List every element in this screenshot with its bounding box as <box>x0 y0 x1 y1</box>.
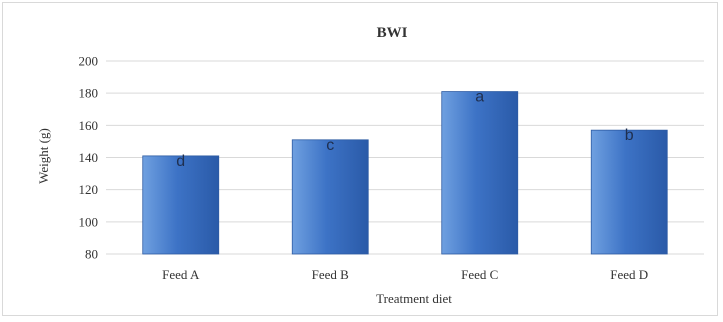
bar-feed-a <box>142 155 220 255</box>
chart-title: BWI <box>377 25 408 41</box>
y-tick-label: 140 <box>79 150 99 165</box>
y-tick-label: 120 <box>79 182 99 197</box>
bar-annotation: c <box>326 137 334 154</box>
y-axis-label: Weight (g) <box>36 128 51 184</box>
y-tick-label: 180 <box>79 86 99 101</box>
bar-feed-d <box>590 129 668 255</box>
x-tick-label: Feed D <box>610 267 648 282</box>
y-tick-label: 80 <box>85 247 98 262</box>
bar-annotation: a <box>475 89 484 106</box>
x-tick-label: Feed B <box>312 267 350 282</box>
y-tick-label: 100 <box>79 214 99 229</box>
x-tick-label: Feed A <box>162 267 200 282</box>
bar-annotation: d <box>176 153 185 170</box>
y-tick-label: 160 <box>79 118 99 133</box>
y-tick-label: 200 <box>79 54 99 69</box>
bar-annotation: b <box>625 127 634 144</box>
bar-feed-b <box>291 139 369 255</box>
x-axis-label: Treatment diet <box>376 291 452 306</box>
x-tick-label: Feed C <box>461 267 498 282</box>
bar-feed-c <box>441 91 519 255</box>
